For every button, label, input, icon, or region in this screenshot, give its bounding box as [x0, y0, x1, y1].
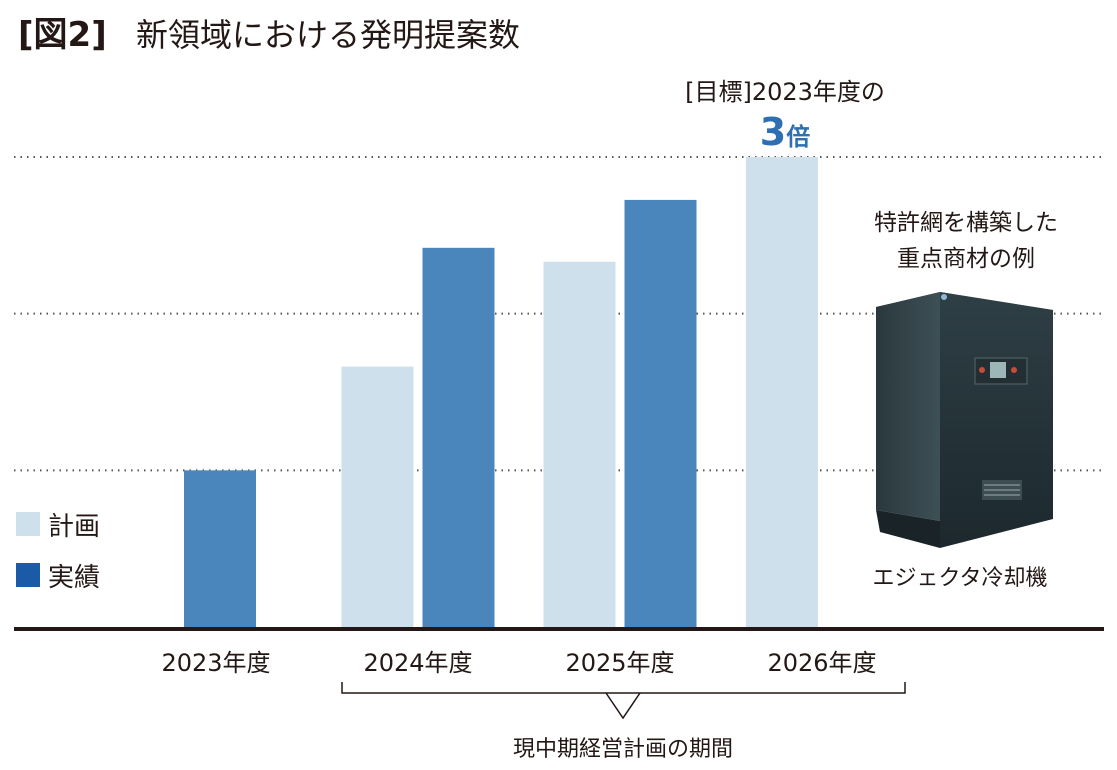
period-bracket [341, 682, 906, 694]
product-name: エジェクタ冷却機 [872, 566, 1047, 591]
legend-label-plan: 計画 [48, 512, 100, 542]
period-bracket-pointer [605, 692, 641, 720]
bar-plan-4 [746, 157, 818, 627]
figure-label: [図2] [18, 15, 107, 55]
legend-swatch-plan [16, 512, 40, 536]
x-tick-label-4: 2026年度 [767, 649, 876, 677]
chart-title: 新領域における発明提案数 [136, 16, 520, 54]
target-annotation-label: [目標]2023年度の [685, 78, 885, 106]
x-tick-labels: 2023年度 2024年度 2025年度 2026年度 [161, 649, 876, 677]
bar-actual-2 [422, 247, 495, 627]
bar-plan-3 [543, 261, 616, 627]
target-annotation-value: 3倍 [760, 110, 810, 154]
x-tick-label-3: 2025年度 [565, 649, 674, 677]
x-tick-label-2: 2024年度 [363, 649, 472, 677]
bar-actual-3 [624, 199, 697, 628]
period-label: 現中期経営計画の期間 [513, 737, 733, 762]
ejector-chiller-photo [876, 292, 1053, 548]
product-caption-line1: 特許網を構築した [874, 210, 1058, 236]
bar-actual-1 [184, 470, 256, 627]
legend-label-actual: 実績 [48, 563, 100, 593]
product-caption-line2: 重点商材の例 [897, 246, 1035, 272]
legend-swatch-actual [16, 563, 40, 587]
x-tick-label-1: 2023年度 [161, 649, 270, 677]
bars [184, 157, 818, 628]
bar-plan-2 [341, 366, 414, 627]
